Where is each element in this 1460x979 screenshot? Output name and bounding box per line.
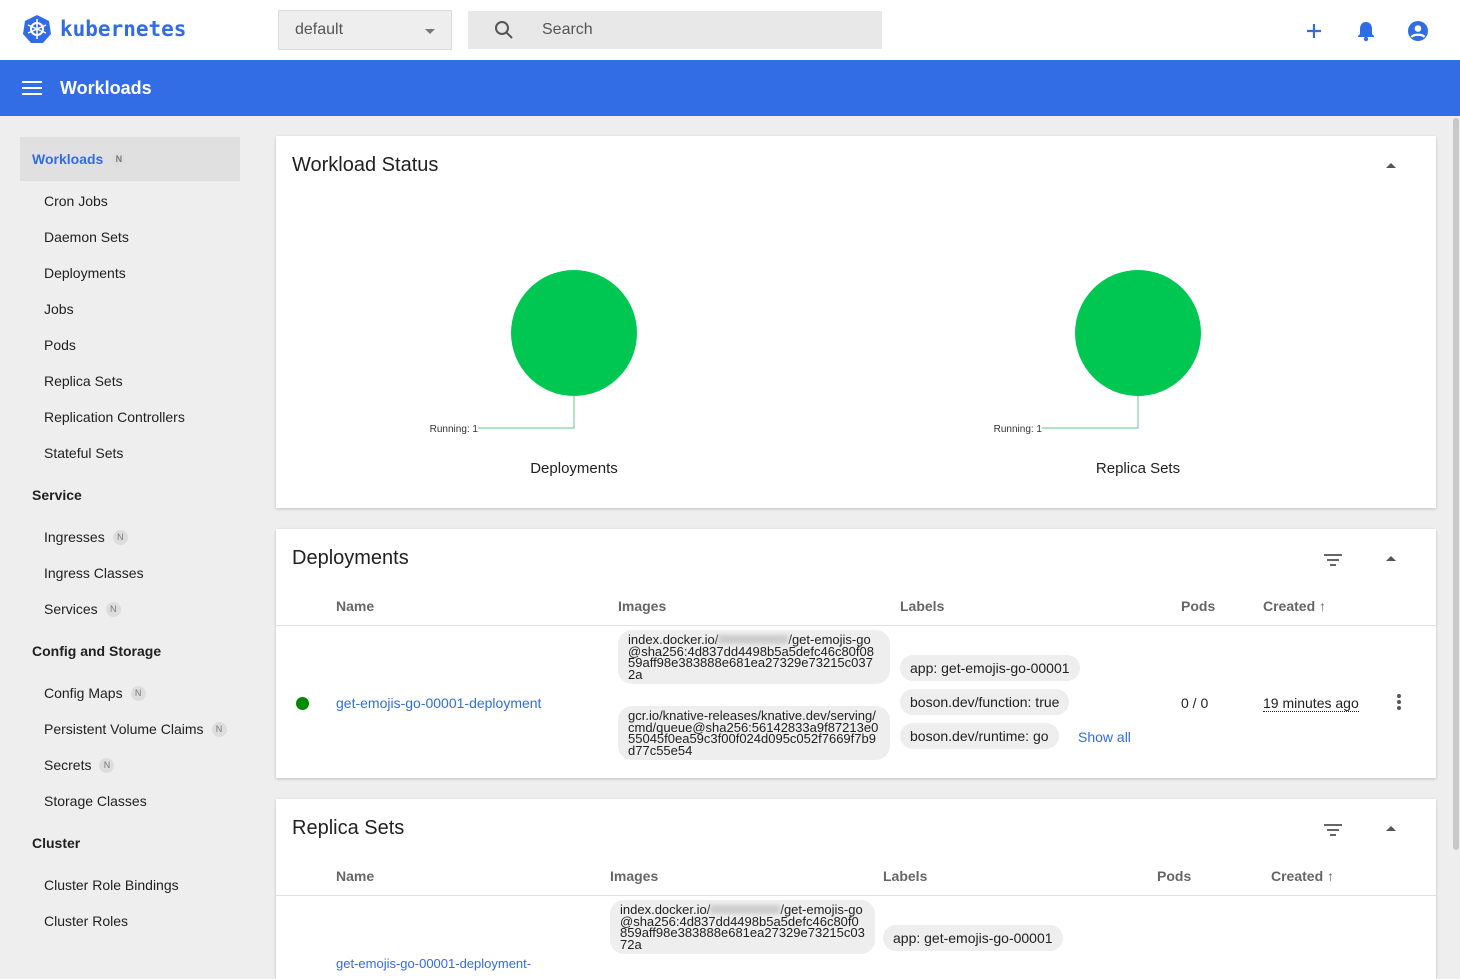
top-bar: kubernetes default Search	[0, 0, 1460, 60]
redacted-text	[710, 905, 781, 914]
sidebar-item-replication-controllers[interactable]: Replication Controllers	[44, 409, 185, 425]
brand-name: kubernetes	[60, 17, 187, 41]
search-placeholder: Search	[542, 21, 593, 38]
sidebar-item-jobs[interactable]: Jobs	[44, 301, 74, 317]
scrollbar[interactable]	[1453, 118, 1459, 850]
card-title: Workload Status	[292, 154, 439, 176]
divider	[276, 895, 1436, 896]
replicasets-legend-text: Running: 1	[994, 424, 1043, 435]
pods-count: 0 / 0	[1181, 695, 1209, 711]
search-icon	[495, 21, 513, 39]
sidebar-item-pods[interactable]: Pods	[44, 337, 76, 353]
status-charts: Running: 1 Deployments Running: 1 Replic…	[430, 270, 1201, 477]
show-all-labels-link[interactable]: Show all	[1078, 729, 1131, 745]
column-created[interactable]: Created ↑	[1263, 598, 1327, 614]
column-pods: Pods	[1157, 868, 1192, 884]
kubernetes-logo[interactable]: kubernetes	[22, 14, 186, 44]
deployments-pie-running	[511, 270, 637, 396]
image-chip: index.docker.io//get-emojis-go@sha256:4d…	[618, 630, 890, 684]
created-age: 19 minutes ago	[1263, 695, 1359, 712]
sidebar-item-label: Secrets	[44, 757, 92, 773]
namespaced-badge: N	[105, 601, 121, 617]
sidebar-header-cluster[interactable]: Cluster	[32, 835, 81, 851]
sidebar-item-workloads[interactable]: Workloads N	[20, 137, 240, 181]
bell-icon[interactable]	[1356, 20, 1376, 42]
sidebar-item-label: Persistent Volume Claims	[44, 721, 204, 737]
filter-icon[interactable]	[1324, 821, 1342, 839]
namespace-select[interactable]: default	[278, 10, 452, 50]
sidebar-item-ingresses[interactable]: Ingresses N	[44, 529, 128, 545]
sidebar-item-label: Workloads	[32, 151, 104, 167]
namespaced-badge: N	[112, 529, 128, 545]
sidebar-item-storage-classes[interactable]: Storage Classes	[44, 793, 147, 809]
deployment-name-link[interactable]: get-emojis-go-00001-deployment	[336, 695, 542, 711]
sidebar: Workloads N Cron Jobs Daemon Sets Deploym…	[0, 116, 256, 968]
sidebar-item-label: Config Maps	[44, 685, 123, 701]
replica-sets-card: Replica Sets Name Images Labels Pods Cre…	[276, 799, 1436, 979]
column-name[interactable]: Name	[336, 598, 375, 614]
namespace-value: default	[295, 21, 344, 38]
sidebar-item-cluster-roles[interactable]: Cluster Roles	[44, 913, 129, 929]
sidebar-item-cluster-role-bindings[interactable]: Cluster Role Bindings	[44, 877, 179, 893]
page-title: Workloads	[60, 77, 152, 98]
label-chip: boson.dev/function: true	[900, 689, 1070, 715]
status-ok-icon	[296, 697, 309, 710]
filter-icon[interactable]	[1324, 551, 1342, 569]
workload-status-card: Workload Status Running: 1 Deployments R…	[276, 136, 1436, 508]
sidebar-item-daemon-sets[interactable]: Daemon Sets	[44, 229, 129, 245]
label-chip: app: get-emojis-go-00001	[900, 655, 1080, 681]
image-chip: gcr.io/knative-releases/knative.dev/serv…	[618, 706, 890, 760]
namespaced-badge: N	[130, 685, 146, 701]
dropdown-arrow-icon	[425, 29, 435, 39]
sidebar-item-label: Ingresses	[44, 529, 105, 545]
divider	[276, 625, 1436, 626]
sidebar-item-pvc[interactable]: Persistent Volume Claims N	[44, 721, 227, 737]
sidebar-item-replica-sets[interactable]: Replica Sets	[44, 373, 123, 389]
column-images: Images	[618, 598, 667, 614]
account-icon[interactable]	[1407, 20, 1429, 42]
namespaced-badge: N	[99, 757, 115, 773]
collapse-icon[interactable]	[1386, 158, 1396, 168]
sidebar-item-deployments[interactable]: Deployments	[44, 265, 126, 281]
replica-set-name-link[interactable]: get-emojis-go-00001-deployment-	[336, 956, 532, 971]
replicasets-chart-label: Replica Sets	[1096, 460, 1180, 477]
sidebar-item-cron-jobs[interactable]: Cron Jobs	[44, 193, 108, 209]
image-chip: index.docker.io//get-emojis-go@sha256:4d…	[610, 900, 875, 954]
column-name[interactable]: Name	[336, 868, 375, 884]
namespaced-badge: N	[211, 721, 227, 737]
column-pods: Pods	[1181, 598, 1216, 614]
column-created[interactable]: Created ↑	[1271, 868, 1335, 884]
deployments-legend-line	[478, 396, 575, 429]
deployments-card: Deployments Name Images Labels Pods Crea…	[276, 529, 1436, 778]
deployments-chart-label: Deployments	[530, 460, 618, 477]
sidebar-item-label: Services	[44, 601, 98, 617]
label-chip: app: get-emojis-go-00001	[883, 925, 1063, 951]
more-vert-icon[interactable]	[1396, 693, 1402, 711]
plus-icon[interactable]	[1305, 22, 1323, 40]
namespaced-badge: N	[111, 151, 127, 167]
label-chip: boson.dev/runtime: go	[900, 723, 1059, 749]
column-labels: Labels	[883, 868, 928, 884]
sidebar-item-services[interactable]: Services N	[44, 601, 121, 617]
collapse-icon[interactable]	[1386, 821, 1396, 831]
card-title: Deployments	[292, 547, 409, 569]
replicasets-legend-line	[1042, 396, 1139, 429]
search-input[interactable]: Search	[468, 11, 882, 49]
redacted-text	[718, 635, 789, 644]
menu-icon[interactable]	[22, 77, 42, 99]
helm-wheel-icon	[23, 15, 51, 43]
replicasets-pie-running	[1075, 270, 1201, 396]
page-toolbar: Workloads	[0, 60, 1460, 116]
collapse-icon[interactable]	[1386, 551, 1396, 561]
sidebar-item-secrets[interactable]: Secrets N	[44, 757, 115, 773]
sidebar-item-config-maps[interactable]: Config Maps N	[44, 685, 146, 701]
sidebar-header-service[interactable]: Service	[32, 487, 82, 503]
sidebar-item-stateful-sets[interactable]: Stateful Sets	[44, 445, 124, 461]
card-title: Replica Sets	[292, 817, 405, 839]
sidebar-item-ingress-classes[interactable]: Ingress Classes	[44, 565, 144, 581]
column-images: Images	[610, 868, 659, 884]
sidebar-header-config[interactable]: Config and Storage	[32, 643, 162, 659]
column-labels: Labels	[900, 598, 945, 614]
deployments-legend-text: Running: 1	[430, 424, 479, 435]
